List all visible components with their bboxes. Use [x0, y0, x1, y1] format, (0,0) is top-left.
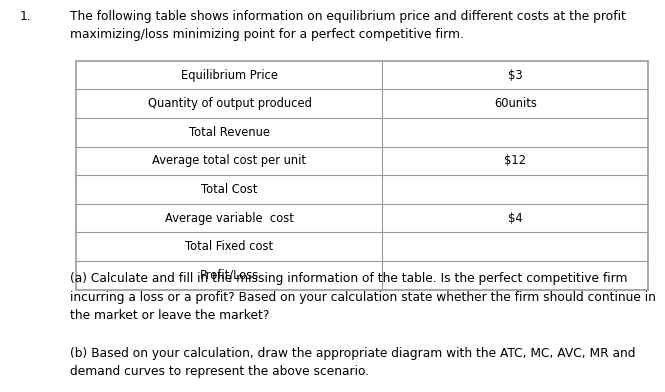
Text: Equilibrium Price: Equilibrium Price [181, 69, 278, 82]
Text: Profit/Loss: Profit/Loss [200, 269, 259, 282]
Text: $3: $3 [508, 69, 523, 82]
Text: (a) Calculate and fill in the missing information of the table. Is the perfect c: (a) Calculate and fill in the missing in… [70, 272, 656, 323]
Text: (b) Based on your calculation, draw the appropriate diagram with the ATC, MC, AV: (b) Based on your calculation, draw the … [70, 347, 635, 378]
Text: $4: $4 [508, 212, 523, 225]
Text: Average variable  cost: Average variable cost [165, 212, 294, 225]
Bar [76, 61, 648, 290]
Text: 1.: 1. [20, 10, 31, 23]
Text: $12: $12 [505, 154, 527, 167]
Text: Total Cost: Total Cost [201, 183, 257, 196]
Text: 60units: 60units [494, 97, 537, 110]
Text: Average total cost per unit: Average total cost per unit [152, 154, 307, 167]
Text: The following table shows information on equilibrium price and different costs a: The following table shows information on… [70, 10, 626, 41]
Text: Total Revenue: Total Revenue [189, 126, 270, 139]
Text: Total Fixed cost: Total Fixed cost [186, 240, 273, 253]
Text: Quantity of output produced: Quantity of output produced [148, 97, 311, 110]
